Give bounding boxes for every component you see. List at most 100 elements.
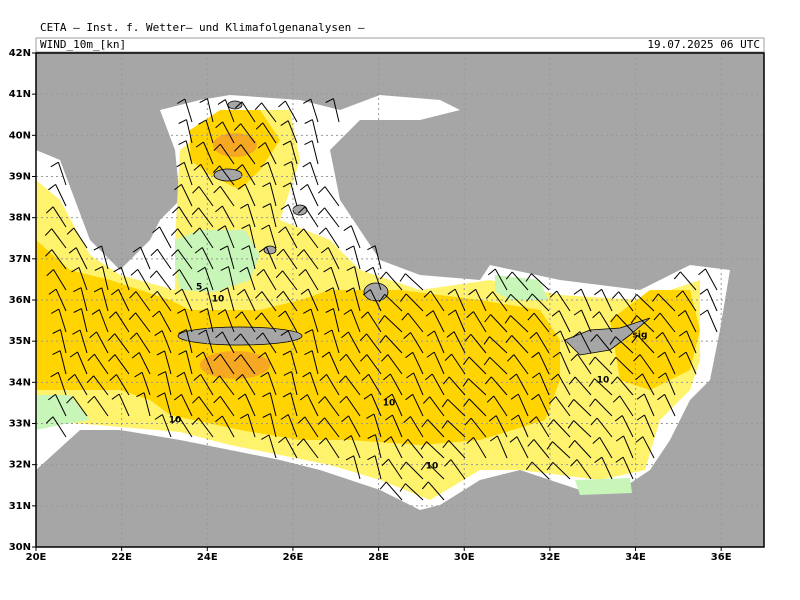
barb-feather [531, 351, 540, 359]
barb-feather [551, 310, 560, 317]
barb-feather [192, 186, 200, 194]
wind-field-calm [575, 478, 632, 495]
barb-feather [197, 266, 206, 273]
barb-staff [247, 413, 256, 438]
barb-staff [539, 372, 550, 396]
barb-feather [403, 332, 411, 339]
barb-feather [317, 417, 325, 425]
barb-staff [80, 287, 88, 312]
barb-feather [527, 312, 535, 321]
barb-staff [269, 182, 277, 207]
barb-staff [93, 353, 109, 375]
barb-staff [312, 119, 319, 144]
barb-feather [280, 204, 289, 210]
barb-staff [412, 352, 424, 375]
axes: 20E 22E 24E 26E 28E 30E 32E 34E 36E 30N 31N 32N 33N 3… [9, 48, 732, 563]
barb-staff [490, 314, 508, 333]
barb-staff [324, 186, 340, 207]
barb-staff [224, 225, 235, 249]
barb-feather [46, 269, 54, 277]
barb-staff [282, 248, 298, 270]
barb-staff [222, 331, 235, 354]
barb-staff [205, 119, 214, 144]
barb-feather [509, 373, 517, 381]
barb-feather [529, 416, 537, 424]
barb-staff [511, 335, 529, 354]
contour-label: sig [633, 331, 648, 341]
barb-feather [338, 375, 346, 383]
island [292, 204, 308, 216]
barb-feather [361, 374, 370, 381]
contour-label: 10 [383, 399, 396, 409]
barb-feather [154, 330, 163, 337]
barb-staff [432, 310, 445, 333]
barb-staff [261, 312, 277, 333]
barb-staff [559, 351, 571, 375]
barb-staff [200, 164, 214, 186]
barb-staff [227, 245, 235, 270]
barb-feather [87, 353, 95, 362]
barb-staff [98, 309, 109, 333]
barb-staff [531, 461, 550, 480]
barb-staff [265, 246, 277, 270]
barb-feather [484, 376, 492, 385]
wind-field-strong [610, 290, 700, 390]
x-tick-label: 28E [368, 552, 389, 563]
barb-staff [305, 269, 319, 291]
barb-feather [73, 308, 82, 313]
y-tick-label: 40N [9, 130, 31, 141]
barb-staff [429, 396, 445, 417]
barb-staff [291, 161, 298, 186]
barb-feather [240, 203, 249, 209]
barb-feather [546, 462, 554, 471]
barb-staff [552, 461, 571, 480]
barb-staff [531, 293, 550, 312]
barb-staff [618, 291, 634, 312]
barb-staff [203, 141, 214, 165]
barb-feather [47, 394, 56, 401]
barb-feather [399, 461, 407, 470]
barb-feather [156, 392, 165, 398]
barb-feather [699, 288, 708, 295]
barb-staff [221, 205, 235, 228]
barb-staff [560, 330, 571, 354]
barb-staff [324, 417, 340, 438]
barb-staff [427, 419, 445, 438]
barb-feather [657, 351, 666, 359]
barb-staff [353, 245, 361, 270]
barb-feather [260, 161, 269, 168]
barb-staff [204, 267, 214, 291]
barb-staff [200, 374, 214, 396]
barb-feather [113, 266, 122, 273]
barb-feather [442, 440, 450, 449]
barb-feather [699, 309, 708, 316]
barb-feather [304, 119, 313, 124]
barb-staff [307, 288, 319, 312]
barb-staff [240, 354, 256, 375]
barb-staff [659, 312, 676, 333]
barb-staff [310, 308, 319, 333]
barb-feather [343, 225, 352, 232]
barb-feather [129, 291, 137, 299]
barb-staff [186, 329, 193, 354]
barb-feather [567, 420, 575, 429]
barb-feather [464, 417, 472, 426]
barb-feather [176, 161, 185, 168]
barb-staff [307, 184, 319, 207]
barb-feather [86, 375, 94, 383]
barb-staff [201, 247, 214, 270]
barb-staff [557, 373, 571, 396]
barb-feather [441, 399, 449, 408]
barb-staff [680, 271, 697, 291]
barb-feather [234, 354, 242, 362]
barb-feather [215, 121, 223, 129]
barb-feather [108, 311, 117, 319]
barb-staff [556, 290, 571, 312]
barb-feather [111, 393, 120, 400]
barb-staff [51, 249, 67, 270]
barb-staff [101, 245, 109, 270]
barb-feather [483, 336, 490, 345]
barb-feather [150, 290, 158, 299]
barb-feather [320, 247, 329, 254]
barb-staff [184, 98, 193, 123]
